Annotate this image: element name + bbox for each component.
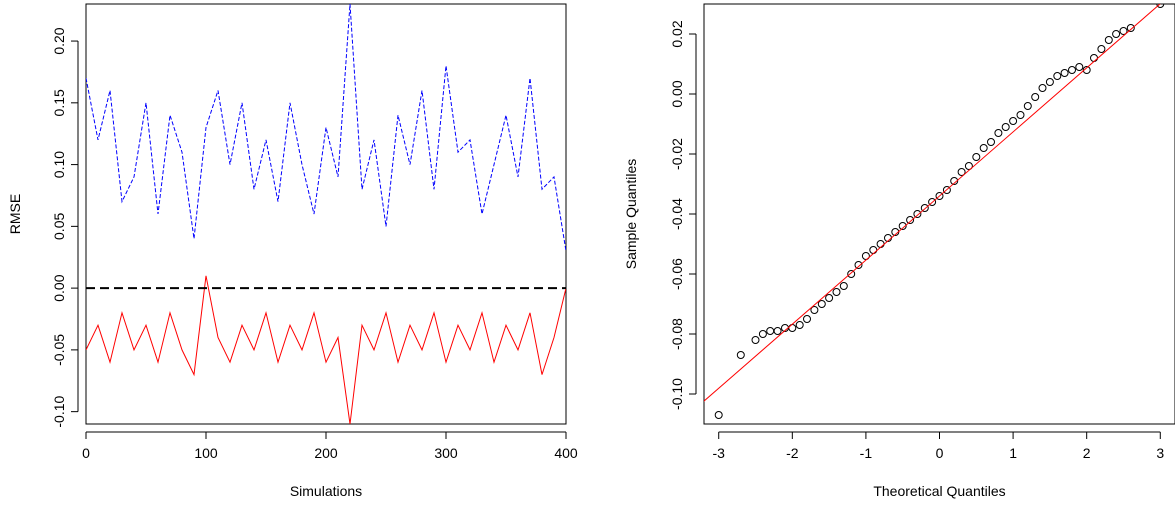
x-tick-label: -3 bbox=[712, 445, 725, 461]
qq-point bbox=[1112, 30, 1121, 38]
qq-point bbox=[957, 168, 966, 176]
qq-point bbox=[1075, 63, 1084, 71]
y-tick-label: 0.02 bbox=[669, 20, 685, 47]
y-tick-label: -0.10 bbox=[51, 395, 67, 427]
y-axis-label: RMSE bbox=[7, 194, 23, 234]
qq-point bbox=[810, 306, 819, 314]
qq-point bbox=[1126, 24, 1135, 32]
x-tick-label: 2 bbox=[1083, 445, 1091, 461]
qq-point bbox=[1031, 93, 1040, 101]
qq-point bbox=[928, 198, 937, 206]
qq-point bbox=[972, 153, 981, 161]
qq-point bbox=[1016, 111, 1025, 119]
x-tick-label: -2 bbox=[786, 445, 799, 461]
y-tick-label: 0.05 bbox=[51, 213, 67, 240]
y-axis-label: Sample Quantiles bbox=[623, 159, 639, 270]
qq-point bbox=[847, 270, 856, 278]
y-tick-label: -0.08 bbox=[669, 318, 685, 350]
x-tick-label: 300 bbox=[434, 445, 458, 461]
plot-frame bbox=[703, 3, 1175, 425]
y-tick-label: 0.20 bbox=[51, 27, 67, 54]
plot-area bbox=[704, 4, 1165, 419]
qq-point bbox=[1009, 117, 1018, 125]
x-tick-label: 400 bbox=[554, 445, 578, 461]
x-tick-label: 0 bbox=[82, 445, 90, 461]
series-line-1 bbox=[86, 4, 566, 252]
qq-point bbox=[1060, 69, 1069, 77]
qq-point bbox=[766, 327, 775, 335]
plot-frame bbox=[85, 3, 567, 425]
qq-point bbox=[1090, 54, 1098, 62]
y-tick-label: 0.15 bbox=[51, 89, 67, 116]
x-tick-label: 0 bbox=[936, 445, 944, 461]
y-tick-label: 0.00 bbox=[669, 80, 685, 107]
qq-point bbox=[1053, 72, 1062, 80]
rmse-simulations-plot: 0 100 200 300 400 -0.10 -0.05 0.00 0.05 0.10 0.15 0… bbox=[7, 3, 578, 499]
y-tick-label: -0.04 bbox=[669, 198, 685, 230]
y-tick-label: -0.02 bbox=[669, 138, 685, 170]
x-axis-label: Theoretical Quantiles bbox=[873, 483, 1005, 499]
qq-point bbox=[788, 324, 797, 332]
qq-point bbox=[795, 321, 804, 329]
qq-point bbox=[869, 246, 878, 254]
qq-point bbox=[1068, 66, 1076, 74]
y-tick-label: 0.10 bbox=[51, 151, 67, 178]
qq-point bbox=[906, 216, 915, 224]
qq-point bbox=[854, 261, 863, 269]
y-tick-label: 0.00 bbox=[51, 274, 67, 301]
qq-plot: -3 -2 -1 0 1 2 3 -0.10 -0.08 -0.06 -0.04 -0.02 0.00 0… bbox=[623, 3, 1175, 499]
qq-point bbox=[913, 210, 922, 218]
x-tick-label: 3 bbox=[1156, 445, 1164, 461]
qq-point bbox=[825, 294, 834, 302]
plot-area bbox=[86, 4, 566, 424]
qq-point bbox=[1082, 66, 1091, 74]
qq-point bbox=[736, 351, 745, 359]
qq-point bbox=[1038, 84, 1047, 92]
qq-point bbox=[876, 240, 885, 248]
qq-point bbox=[1045, 78, 1054, 86]
x-tick-label: 100 bbox=[194, 445, 218, 461]
qq-point bbox=[1001, 123, 1010, 131]
x-tick-label: 1 bbox=[1009, 445, 1017, 461]
qq-point bbox=[817, 300, 826, 308]
qq-point bbox=[1023, 102, 1032, 110]
y-tick-label: -0.10 bbox=[669, 378, 685, 410]
qq-point bbox=[1119, 27, 1128, 35]
qq-point bbox=[832, 288, 841, 296]
qq-point bbox=[758, 330, 767, 338]
qq-point bbox=[942, 186, 951, 194]
y-tick-label: -0.06 bbox=[669, 258, 685, 290]
qq-point bbox=[714, 411, 723, 419]
qq-point bbox=[839, 282, 848, 290]
x-tick-label: 200 bbox=[314, 445, 338, 461]
qq-point bbox=[773, 327, 782, 335]
qq-point bbox=[935, 192, 944, 200]
qq-point bbox=[803, 315, 811, 323]
qq-point bbox=[1156, 4, 1165, 8]
qq-point bbox=[751, 336, 760, 344]
x-axis-label: Simulations bbox=[290, 483, 362, 499]
qq-point bbox=[1097, 45, 1106, 53]
qq-point bbox=[898, 222, 907, 230]
qq-point bbox=[920, 204, 929, 212]
qq-reference-line bbox=[704, 4, 1161, 402]
series-line-2 bbox=[86, 275, 566, 424]
qq-point bbox=[964, 162, 973, 170]
qq-point bbox=[1104, 36, 1113, 44]
qq-point bbox=[950, 177, 959, 185]
qq-point bbox=[987, 138, 995, 146]
y-tick-label: -0.05 bbox=[51, 334, 67, 366]
x-tick-label: -1 bbox=[860, 445, 873, 461]
qq-point bbox=[994, 129, 1003, 137]
qq-point bbox=[979, 144, 988, 152]
